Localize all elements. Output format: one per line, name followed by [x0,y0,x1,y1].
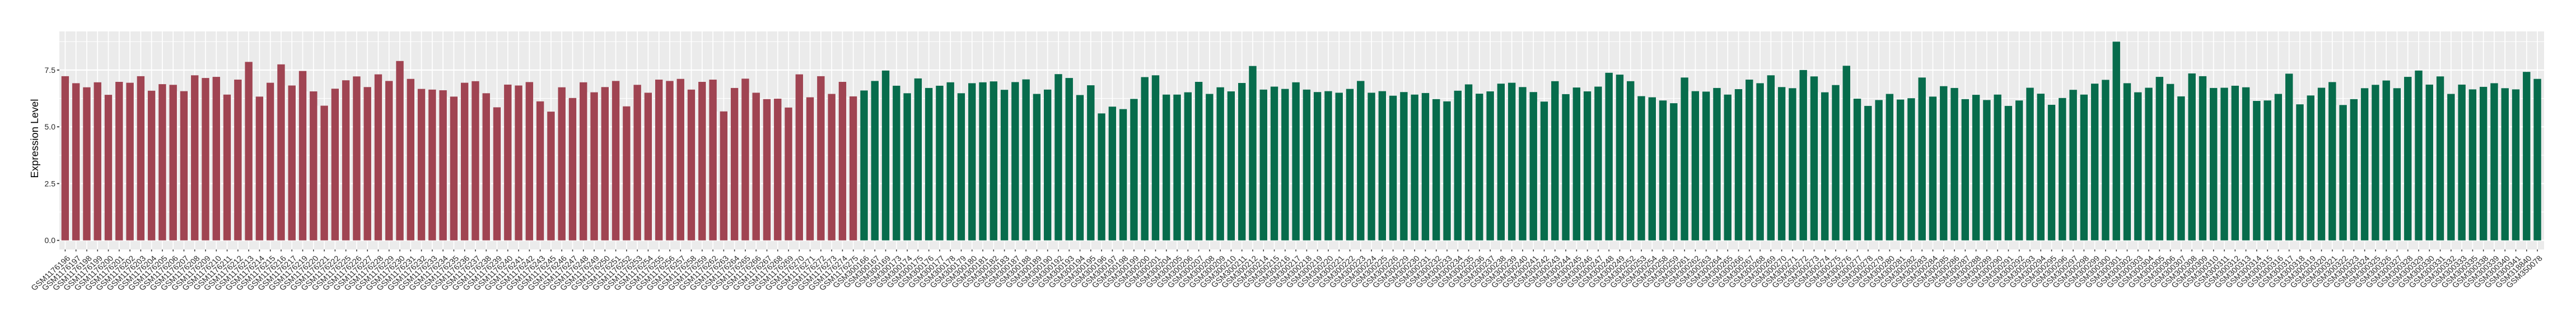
svg-text:0.0: 0.0 [45,236,56,245]
svg-text:Expression Level: Expression Level [29,99,40,178]
svg-text:2.5: 2.5 [45,179,56,188]
svg-text:5.0: 5.0 [45,122,56,131]
svg-text:7.5: 7.5 [45,66,56,75]
